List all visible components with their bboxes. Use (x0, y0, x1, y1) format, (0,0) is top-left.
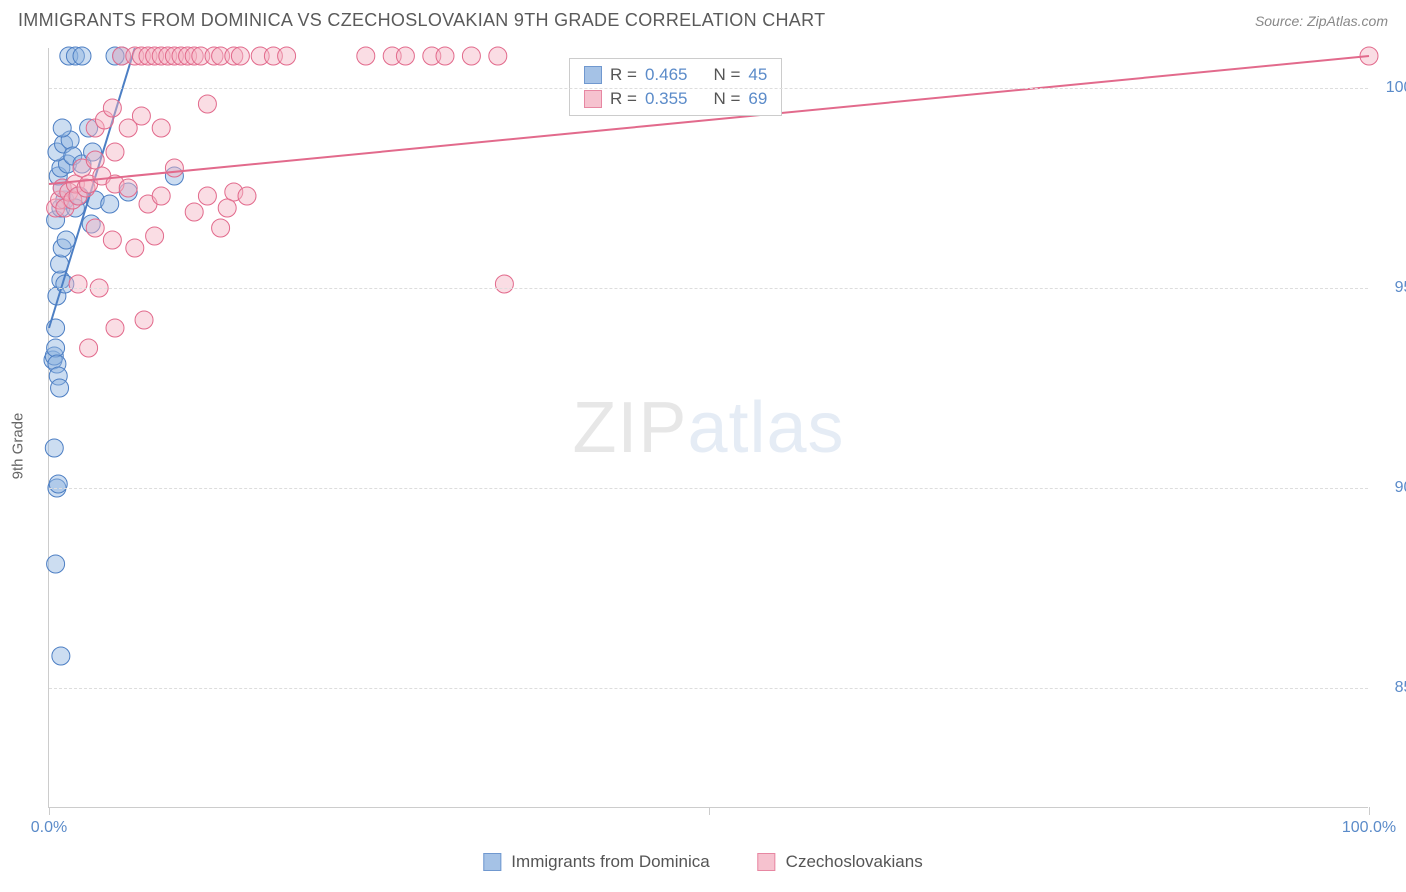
data-point (489, 47, 507, 65)
bottom-swatch-1 (758, 853, 776, 871)
bottom-legend-item-0: Immigrants from Dominica (483, 852, 709, 872)
y-tick-label: 85.0% (1376, 679, 1406, 697)
data-point (69, 275, 87, 293)
data-point (53, 119, 71, 137)
data-point (146, 227, 164, 245)
bottom-swatch-0 (483, 853, 501, 871)
r-value-0: 0.465 (645, 65, 688, 85)
data-point (462, 47, 480, 65)
data-point (135, 311, 153, 329)
data-point (198, 187, 216, 205)
data-point (119, 179, 137, 197)
n-value-0: 45 (748, 65, 767, 85)
data-point (152, 187, 170, 205)
data-point (86, 219, 104, 237)
data-point (47, 555, 65, 573)
scatter-svg (49, 48, 1368, 807)
x-tick-label: 100.0% (1342, 819, 1396, 837)
data-point (495, 275, 513, 293)
y-axis-label: 9th Grade (10, 413, 27, 480)
data-point (132, 107, 150, 125)
data-point (80, 339, 98, 357)
data-point (101, 195, 119, 213)
data-point (357, 47, 375, 65)
x-tick (709, 807, 710, 815)
stats-legend: R = 0.465 N = 45 R = 0.355 N = 69 (569, 58, 782, 116)
data-point (218, 199, 236, 217)
stats-row-1: R = 0.355 N = 69 (584, 89, 767, 109)
data-point (396, 47, 414, 65)
y-tick-label: 90.0% (1376, 479, 1406, 497)
bottom-legend-item-1: Czechoslovakians (758, 852, 923, 872)
data-point (47, 339, 65, 357)
r-value-1: 0.355 (645, 89, 688, 109)
data-point (49, 475, 67, 493)
r-label-0: R = (610, 65, 637, 85)
swatch-series-0 (584, 66, 602, 84)
data-point (165, 159, 183, 177)
data-point (51, 379, 69, 397)
x-tick (1369, 807, 1370, 815)
data-point (73, 47, 91, 65)
data-point (212, 219, 230, 237)
data-point (52, 647, 70, 665)
data-point (103, 231, 121, 249)
bottom-legend-label-0: Immigrants from Dominica (511, 852, 709, 872)
n-label-0: N = (713, 65, 740, 85)
data-point (238, 187, 256, 205)
x-tick-label: 0.0% (31, 819, 67, 837)
data-point (86, 151, 104, 169)
data-point (126, 239, 144, 257)
chart-plot-area: ZIPatlas R = 0.465 N = 45 R = 0.355 N = … (48, 48, 1368, 808)
data-point (103, 99, 121, 117)
source-label: Source: ZipAtlas.com (1255, 13, 1388, 29)
r-label-1: R = (610, 89, 637, 109)
gridline-h (49, 688, 1368, 689)
gridline-h (49, 288, 1368, 289)
stats-row-0: R = 0.465 N = 45 (584, 65, 767, 85)
data-point (152, 119, 170, 137)
data-point (198, 95, 216, 113)
chart-title: IMMIGRANTS FROM DOMINICA VS CZECHOSLOVAK… (18, 10, 825, 31)
gridline-h (49, 88, 1368, 89)
y-tick-label: 95.0% (1376, 279, 1406, 297)
gridline-h (49, 488, 1368, 489)
data-point (231, 47, 249, 65)
bottom-legend-label-1: Czechoslovakians (786, 852, 923, 872)
data-point (45, 439, 63, 457)
n-value-1: 69 (748, 89, 767, 109)
data-point (106, 143, 124, 161)
swatch-series-1 (584, 90, 602, 108)
x-tick (49, 807, 50, 815)
y-tick-label: 100.0% (1376, 79, 1406, 97)
data-point (57, 231, 75, 249)
bottom-legend: Immigrants from Dominica Czechoslovakian… (483, 852, 922, 872)
n-label-1: N = (713, 89, 740, 109)
data-point (436, 47, 454, 65)
data-point (106, 319, 124, 337)
data-point (185, 203, 203, 221)
data-point (278, 47, 296, 65)
